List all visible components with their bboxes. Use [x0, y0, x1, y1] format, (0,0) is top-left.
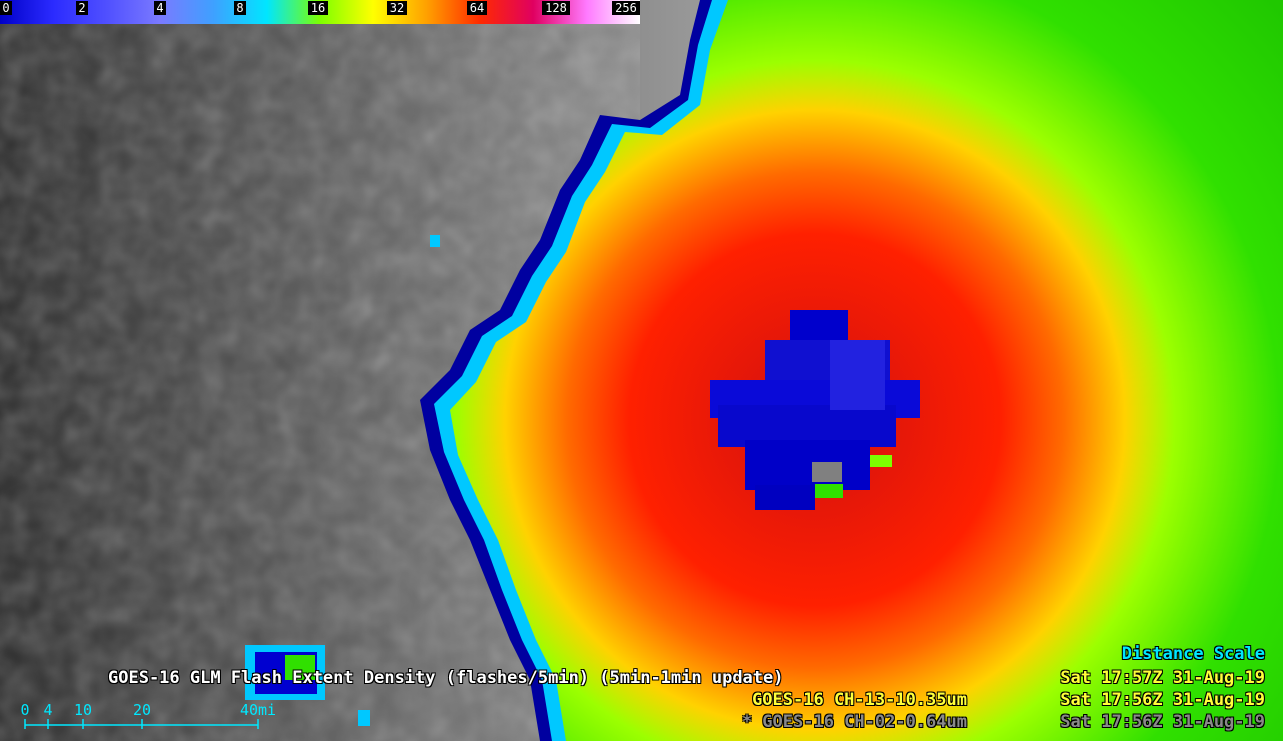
colorbar-tick-label: 256: [615, 1, 637, 15]
distance-scale-bar: 0 4 10 20 40mi: [20, 701, 276, 729]
colorbar: 0 2 4 8 16 32 64 128 256: [0, 0, 640, 24]
colorbar-tick-label: 0: [2, 1, 9, 15]
glm-isolated-flash: [245, 235, 440, 726]
colorbar-tick-label: 64: [470, 1, 484, 15]
colorbar-tick-bg: [542, 1, 570, 15]
colorbar-tick-bg: [387, 1, 407, 15]
colorbar-tick-bg: [76, 1, 88, 15]
glm-eyewall-lightning: [710, 310, 920, 510]
distance-scale-ticks: 0 4 10 20 40mi: [20, 701, 276, 729]
ch13-product-time: Sat 17:56Z 31-Aug-19: [1060, 690, 1265, 710]
colorbar-tick-bg: [234, 1, 246, 15]
ch02-product-time: Sat 17:56Z 31-Aug-19: [1060, 712, 1265, 732]
glm-product-time: Sat 17:57Z 31-Aug-19: [1060, 668, 1265, 688]
distance-scale-title: Distance Scale: [1121, 644, 1265, 664]
distance-scale-label: 20: [133, 701, 151, 719]
colorbar-tick-label: 16: [311, 1, 325, 15]
distance-scale-label: 40mi: [240, 701, 276, 719]
distance-scale-label: 10: [74, 701, 92, 719]
colorbar-tick-label: 32: [390, 1, 404, 15]
colorbar-tick-bg: [467, 1, 487, 15]
colorbar-tick-bg: [0, 1, 12, 15]
colorbar-tick-bg: [154, 1, 166, 15]
ch02-product-label: * GOES-16 CH-02-0.64um: [741, 712, 967, 732]
colorbar-tick-label: 4: [156, 1, 163, 15]
colorbar-tick-label: 2: [78, 1, 85, 15]
distance-scale-label: 4: [43, 701, 52, 719]
distance-scale-label: 0: [20, 701, 29, 719]
ch13-product-label: GOES-16 CH-13-10.35um: [752, 690, 967, 710]
colorbar-tick-bg: [612, 1, 640, 15]
glm-product-label: GOES-16 GLM Flash Extent Density (flashe…: [108, 668, 784, 688]
colorbar-ticks: 0 2 4 8 16 32 64 128 256: [0, 1, 640, 15]
colorbar-tick-bg: [308, 1, 328, 15]
colorbar-tick-label: 128: [545, 1, 567, 15]
colorbar-tick-label: 8: [236, 1, 243, 15]
